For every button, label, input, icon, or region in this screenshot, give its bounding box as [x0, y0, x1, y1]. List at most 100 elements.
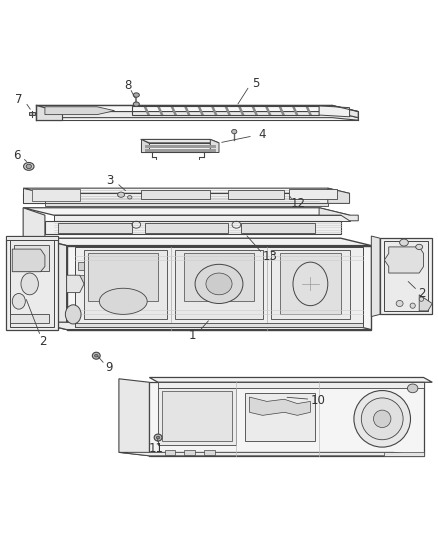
Polygon shape	[6, 236, 58, 329]
Text: 2: 2	[417, 287, 425, 300]
Ellipse shape	[416, 244, 423, 249]
Polygon shape	[84, 250, 167, 319]
Ellipse shape	[133, 93, 139, 97]
Polygon shape	[149, 382, 424, 456]
Polygon shape	[158, 382, 424, 389]
Polygon shape	[45, 107, 115, 115]
Polygon shape	[75, 323, 363, 327]
Polygon shape	[45, 204, 328, 206]
Polygon shape	[385, 247, 424, 273]
Text: 3: 3	[106, 174, 114, 187]
Ellipse shape	[24, 163, 34, 171]
Polygon shape	[271, 250, 350, 319]
Polygon shape	[319, 208, 358, 221]
Ellipse shape	[410, 303, 415, 308]
Ellipse shape	[396, 301, 403, 306]
Polygon shape	[36, 111, 62, 120]
Polygon shape	[149, 377, 432, 382]
Ellipse shape	[133, 102, 139, 107]
Polygon shape	[23, 208, 350, 215]
Polygon shape	[6, 236, 58, 239]
Text: 2: 2	[39, 335, 46, 348]
Text: 4: 4	[259, 128, 266, 141]
Polygon shape	[23, 188, 350, 193]
Polygon shape	[62, 111, 358, 120]
Polygon shape	[162, 391, 232, 441]
Text: 5: 5	[252, 77, 260, 90]
Polygon shape	[67, 275, 84, 293]
Polygon shape	[380, 238, 432, 314]
Polygon shape	[145, 223, 228, 232]
Polygon shape	[78, 275, 84, 283]
Ellipse shape	[156, 436, 160, 439]
Polygon shape	[184, 254, 254, 301]
Polygon shape	[141, 190, 210, 199]
Polygon shape	[158, 389, 237, 445]
Polygon shape	[280, 254, 341, 314]
Ellipse shape	[95, 354, 98, 357]
Ellipse shape	[117, 192, 124, 197]
Text: 1: 1	[189, 329, 197, 342]
Ellipse shape	[374, 410, 391, 427]
Ellipse shape	[26, 164, 32, 168]
Polygon shape	[36, 106, 62, 120]
Polygon shape	[165, 450, 176, 455]
Polygon shape	[250, 397, 311, 415]
Polygon shape	[204, 450, 215, 455]
Polygon shape	[29, 112, 35, 115]
Ellipse shape	[154, 434, 162, 441]
Polygon shape	[67, 246, 371, 329]
Ellipse shape	[92, 352, 100, 359]
Polygon shape	[36, 238, 67, 329]
Text: 13: 13	[262, 249, 277, 263]
Ellipse shape	[195, 264, 243, 303]
Polygon shape	[385, 241, 428, 311]
Polygon shape	[10, 239, 53, 327]
Text: 9: 9	[106, 361, 113, 374]
Ellipse shape	[407, 384, 418, 393]
Ellipse shape	[65, 305, 81, 324]
Ellipse shape	[99, 288, 147, 314]
Polygon shape	[88, 254, 158, 301]
Ellipse shape	[232, 130, 237, 134]
Polygon shape	[184, 450, 195, 455]
Ellipse shape	[21, 273, 39, 295]
Polygon shape	[36, 238, 371, 246]
Polygon shape	[289, 189, 336, 199]
Polygon shape	[141, 140, 219, 143]
Polygon shape	[23, 188, 45, 204]
Ellipse shape	[354, 391, 410, 447]
Text: 11: 11	[148, 442, 163, 455]
Text: 8: 8	[124, 78, 131, 92]
Ellipse shape	[419, 297, 424, 301]
Polygon shape	[119, 379, 149, 456]
Text: 6: 6	[13, 149, 21, 161]
Polygon shape	[241, 223, 315, 232]
Polygon shape	[141, 143, 210, 152]
Ellipse shape	[12, 294, 25, 309]
Polygon shape	[119, 453, 424, 456]
Polygon shape	[36, 106, 358, 111]
Polygon shape	[23, 193, 328, 204]
Polygon shape	[14, 245, 49, 271]
Text: 7: 7	[15, 93, 22, 106]
Polygon shape	[385, 453, 424, 456]
Text: 10: 10	[311, 394, 326, 407]
Polygon shape	[176, 250, 262, 319]
Polygon shape	[371, 236, 380, 317]
Polygon shape	[58, 223, 132, 232]
Polygon shape	[32, 189, 80, 201]
Polygon shape	[45, 221, 341, 234]
Polygon shape	[23, 208, 45, 249]
Polygon shape	[245, 393, 315, 441]
Polygon shape	[141, 140, 149, 152]
Polygon shape	[328, 188, 350, 204]
Polygon shape	[12, 249, 45, 272]
Polygon shape	[332, 106, 358, 118]
Ellipse shape	[399, 239, 408, 246]
Polygon shape	[419, 295, 432, 311]
Polygon shape	[53, 215, 350, 221]
Polygon shape	[10, 314, 49, 323]
Polygon shape	[36, 322, 371, 329]
Ellipse shape	[361, 398, 403, 440]
